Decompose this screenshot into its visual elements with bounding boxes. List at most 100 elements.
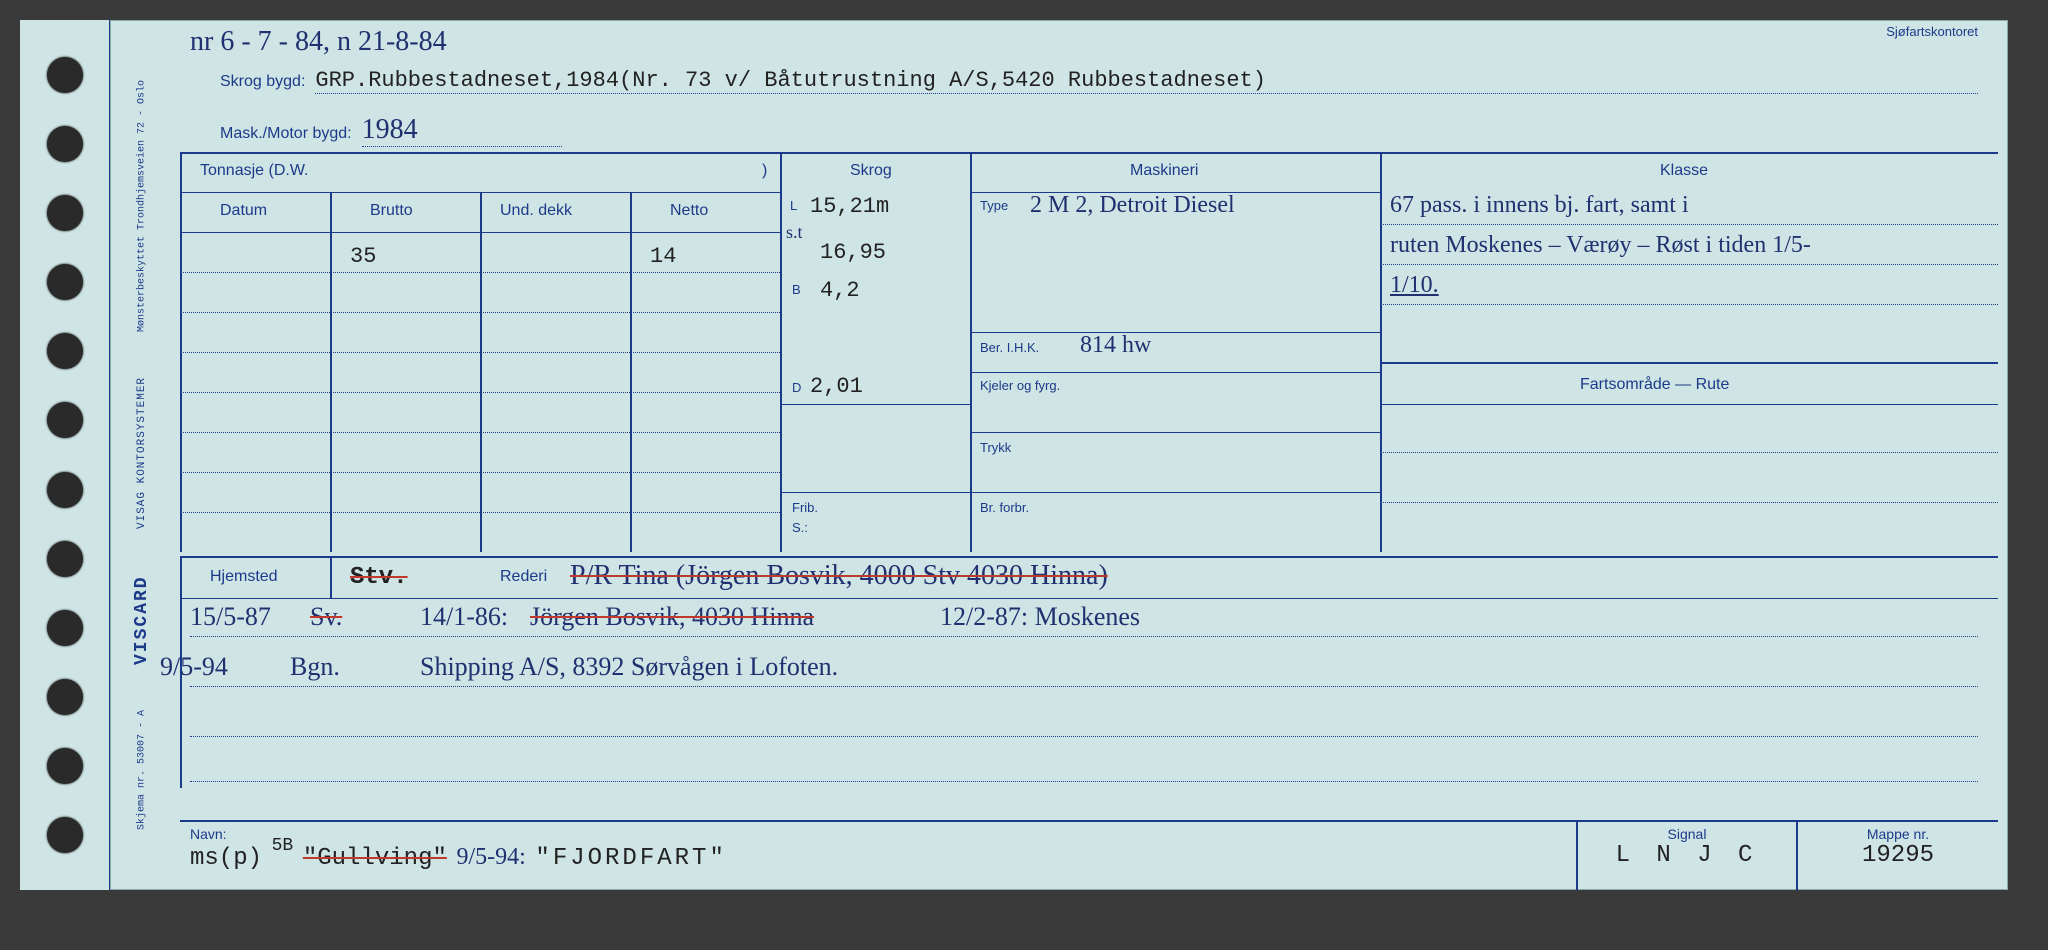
hole xyxy=(47,402,83,438)
hline xyxy=(180,192,780,193)
l2-hjem: Sv. xyxy=(310,602,342,632)
tonnasje-label: Tonnasje (D.W. xyxy=(200,162,308,180)
signal-val: L N J C xyxy=(1588,842,1786,869)
close-paren: ) xyxy=(762,162,767,180)
hole xyxy=(47,610,83,646)
trykk-label: Trykk xyxy=(980,440,1011,455)
l3-red: Shipping A/S, 8392 Sørvågen i Lofoten. xyxy=(420,652,838,682)
content: Sjøfartskontoret nr 6 - 7 - 84, n 21-8-8… xyxy=(180,20,1998,890)
hline xyxy=(970,332,1380,333)
frib-label: Frib. xyxy=(792,500,818,515)
side-label: Skjema nr. 53007 - A VISCARD VISAG KONTO… xyxy=(112,60,172,850)
side-skjema: Skjema nr. 53007 - A xyxy=(137,710,148,830)
farts-label: Fartsområde — Rute xyxy=(1580,376,1729,394)
l3-hjem: Bgn. xyxy=(290,652,340,682)
l2-post: 12/2-87: Moskenes xyxy=(940,602,1140,632)
side-monster: Mønsterbeskyttet Trondhjemsveien 72 - Os… xyxy=(137,80,148,332)
vline xyxy=(1380,152,1382,552)
B-label: B xyxy=(792,282,801,297)
mappe-val: 19295 xyxy=(1808,842,1988,869)
hole xyxy=(47,264,83,300)
hole xyxy=(47,195,83,231)
navn-strike: "Gullving" xyxy=(303,845,447,872)
hline xyxy=(1380,362,1998,364)
dotted xyxy=(1380,502,1998,503)
signal-seg: Signal L N J C xyxy=(1578,822,1798,890)
row-skrog-bygd: Skrog bygd: GRP.Rubbestadneset,1984(Nr. … xyxy=(220,68,1978,94)
hline xyxy=(180,232,780,233)
ber-label: Ber. I.H.K. xyxy=(980,340,1039,355)
D-label: D xyxy=(792,380,801,395)
st-val: 16,95 xyxy=(820,240,886,265)
st-label: s.t xyxy=(786,222,803,243)
dotted xyxy=(1380,264,1998,265)
navn-date: 9/5-94: xyxy=(456,844,525,870)
dotted xyxy=(180,432,780,433)
netto-label: Netto xyxy=(670,202,708,220)
hole xyxy=(47,57,83,93)
navn-pre: ms(p) xyxy=(190,845,262,872)
vline xyxy=(330,192,332,552)
hole xyxy=(47,748,83,784)
ber-val: 814 hw xyxy=(1080,332,1151,359)
maskineri-label: Maskineri xyxy=(1130,162,1198,180)
dotted xyxy=(190,781,1978,782)
top-handwritten: nr 6 - 7 - 84, n 21-8-84 xyxy=(190,26,447,58)
mappe-label: Mappe nr. xyxy=(1808,826,1988,842)
dotted xyxy=(190,686,1978,687)
klasse-l2: ruten Moskenes – Værøy – Røst i tiden 1/… xyxy=(1390,232,1811,259)
datum-label: Datum xyxy=(220,202,267,220)
row-mask-bygd: Mask./Motor bygd: 1984 xyxy=(220,114,1978,147)
hole xyxy=(47,333,83,369)
hjem-row: Hjemsted Stv. Rederi P/R Tina (Jörgen Bo… xyxy=(180,556,1998,596)
kjeler-label: Kjeler og fyrg. xyxy=(980,378,1070,393)
rederi-label: Rederi xyxy=(500,568,547,586)
hole xyxy=(47,541,83,577)
L-val: 15,21m xyxy=(810,194,889,219)
owner-area: 15/5-87 Sv. 14/1-86: Jörgen Bosvik, 4030… xyxy=(180,596,1998,786)
klasse-label: Klasse xyxy=(1660,162,1708,180)
B-val: 4,2 xyxy=(820,278,860,303)
D-val: 2,01 xyxy=(810,374,863,399)
hline xyxy=(970,432,1380,433)
l2-date: 15/5-87 xyxy=(190,602,271,632)
index-card: Skjema nr. 53007 - A VISCARD VISAG KONTO… xyxy=(20,20,2008,890)
hole xyxy=(47,472,83,508)
hline xyxy=(970,492,1380,493)
brutto-val: 35 xyxy=(350,244,376,269)
skrog-col-label: Skrog xyxy=(850,162,892,180)
rederi-l1-text: P/R Tina (Jörgen Bosvik, 4000 Stv 4030 H… xyxy=(570,560,1108,591)
hjem-stv: Stv. xyxy=(350,564,408,591)
side-logo: VISCARD xyxy=(132,575,152,665)
dotted xyxy=(180,392,780,393)
dotted xyxy=(180,352,780,353)
klasse-l1: 67 pass. i innens bj. fart, samt i xyxy=(1390,192,1689,219)
navn-sup: 5B xyxy=(272,836,294,856)
rederi-l1: P/R Tina (Jörgen Bosvik, 4000 Stv 4030 H… xyxy=(570,560,1108,592)
netto-val: 14 xyxy=(650,244,676,269)
skrog-bygd-value: GRP.Rubbestadneset,1984(Nr. 73 v/ Båtutr… xyxy=(315,68,1978,94)
dotted xyxy=(180,312,780,313)
punch-holes xyxy=(20,20,110,890)
mask-bygd-value: 1984 xyxy=(362,114,562,147)
l2-pre: 14/1-86: xyxy=(420,602,508,632)
signal-label: Signal xyxy=(1588,826,1786,842)
l3-date: 9/5-94 xyxy=(160,652,228,682)
vline xyxy=(630,192,632,552)
type-val: 2 M 2, Detroit Diesel xyxy=(1030,192,1235,219)
hline xyxy=(970,372,1380,373)
L-label: L xyxy=(790,198,797,213)
hole xyxy=(47,126,83,162)
side-system: VISAG KONTORSYSTEMER xyxy=(136,377,148,529)
mask-bygd-label: Mask./Motor bygd: xyxy=(220,125,352,143)
S-label: S.: xyxy=(792,520,808,535)
vline xyxy=(480,192,482,552)
skrog-bygd-label: Skrog bygd: xyxy=(220,73,305,91)
klasse-l3: 1/10. xyxy=(1390,272,1439,299)
l2-strike: Jörgen Bosvik, 4030 Hinna xyxy=(530,602,814,632)
navn-label: Navn: xyxy=(190,826,227,842)
vline xyxy=(330,558,332,598)
hole xyxy=(47,817,83,853)
dotted xyxy=(1380,304,1998,305)
brutto-label: Brutto xyxy=(370,202,413,220)
